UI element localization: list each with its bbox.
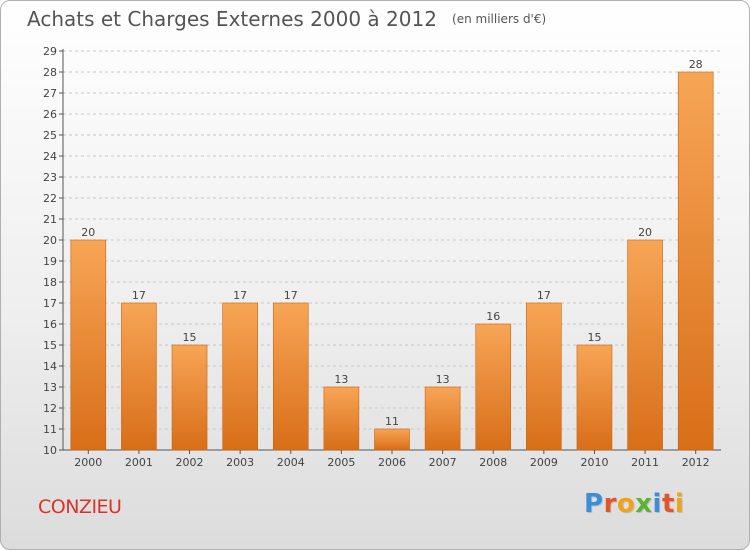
logo-letter: i <box>652 489 662 519</box>
bar <box>374 428 410 451</box>
bar <box>70 239 107 451</box>
y-tick-label: 18 <box>43 276 57 289</box>
bar <box>677 71 714 451</box>
x-tick-label: 2001 <box>125 456 153 469</box>
bar-value-label: 17 <box>132 289 146 302</box>
y-tick-label: 23 <box>43 171 57 184</box>
bar-value-label: 17 <box>537 289 551 302</box>
logo-letter: x <box>635 489 653 519</box>
bar <box>171 344 208 451</box>
logo-letter: r <box>603 489 617 519</box>
y-tick-label: 11 <box>43 423 57 436</box>
x-tick-label: 2008 <box>479 456 507 469</box>
x-tick-label: 2005 <box>327 456 355 469</box>
x-tick-label: 2000 <box>74 456 102 469</box>
y-tick-label: 28 <box>43 66 57 79</box>
chart-title-text: Achats et Charges Externes 2000 à 2012 <box>27 7 437 31</box>
bar <box>121 302 157 451</box>
bar-value-label: 17 <box>233 289 247 302</box>
chart-title: Achats et Charges Externes 2000 à 2012 (… <box>27 7 546 31</box>
bars <box>70 71 714 451</box>
bar-value-label: 13 <box>334 373 348 386</box>
x-tick-label: 2003 <box>226 456 254 469</box>
labels: 20 2000 17 2001 15 2002 17 2003 17 2004 13 2005 11 20… <box>74 58 709 469</box>
logo-letter: o <box>616 489 636 519</box>
bar-value-label: 17 <box>284 289 298 302</box>
chart-unit-note: (en milliers d'€) <box>452 12 547 26</box>
y-tick-label: 21 <box>43 213 57 226</box>
x-tick-label: 2004 <box>277 456 305 469</box>
y-tick-label: 25 <box>43 129 57 142</box>
grid-lines <box>63 50 721 430</box>
logo-letter: i <box>674 489 685 519</box>
bar <box>323 386 360 451</box>
x-tick-label: 2009 <box>530 456 558 469</box>
commune-name: CONZIEU <box>38 496 122 518</box>
x-tick-label: 2011 <box>631 456 659 469</box>
logo-letter: P <box>584 489 604 519</box>
bar-value-label: 20 <box>638 226 652 239</box>
y-tick-label: 22 <box>43 192 57 205</box>
y-tick-label: 15 <box>43 339 57 352</box>
x-tick-label: 2010 <box>580 456 608 469</box>
bar-value-label: 11 <box>385 415 399 428</box>
bar-value-label: 28 <box>689 58 703 71</box>
y-tick-label: 19 <box>43 255 57 268</box>
y-tick-label: 12 <box>43 402 57 415</box>
bar <box>475 323 512 451</box>
y-tick-label: 14 <box>43 360 57 373</box>
bar <box>424 386 461 451</box>
logo-letter: t <box>661 489 675 519</box>
y-tick-label: 13 <box>43 381 57 394</box>
y-tick-label: 24 <box>43 150 57 163</box>
y-tick-label: 27 <box>43 87 57 100</box>
bar-value-label: 15 <box>183 331 197 344</box>
bar-value-label: 20 <box>81 226 95 239</box>
bar-value-label: 13 <box>436 373 450 386</box>
x-tick-label: 2007 <box>429 456 457 469</box>
y-tick-label: 10 <box>43 444 57 457</box>
bar <box>222 302 258 451</box>
bar <box>272 302 309 451</box>
y-tick-label: 26 <box>43 108 57 121</box>
bar-value-label: 16 <box>486 310 500 323</box>
bar <box>627 239 663 451</box>
bar <box>526 302 562 451</box>
y-tick-label: 20 <box>43 234 57 247</box>
bar <box>576 344 613 451</box>
x-tick-label: 2012 <box>682 456 710 469</box>
y-tick-label: 29 <box>43 45 57 58</box>
proxiti-logo: Proxiti <box>584 489 684 519</box>
x-tick-label: 2002 <box>176 456 204 469</box>
y-tick-label: 16 <box>43 318 57 331</box>
x-tick-label: 2006 <box>378 456 406 469</box>
y-tick-label: 17 <box>43 297 57 310</box>
bar-value-label: 15 <box>587 331 601 344</box>
